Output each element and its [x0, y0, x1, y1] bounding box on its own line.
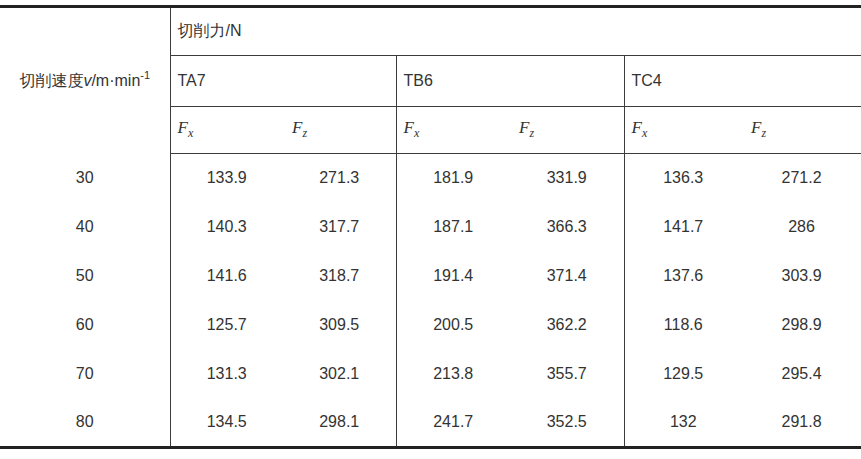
speed-cell: 40: [0, 203, 170, 252]
ta7-fx-cell: 133.9: [170, 154, 283, 203]
speed-header-prefix: 切削速度: [19, 72, 83, 89]
material-header-tc4: TC4: [624, 56, 861, 107]
table-row: 70 131.3 302.1 213.8 355.7 129.5 295.4: [0, 350, 861, 399]
tc4-fx-cell: 136.3: [624, 154, 742, 203]
table-row: 40 140.3 317.7 187.1 366.3 141.7 286: [0, 203, 861, 252]
ta7-fz-cell: 317.7: [283, 203, 396, 252]
table-row: 60 125.7 309.5 200.5 362.2 118.6 298.9: [0, 301, 861, 350]
ta7-fz-cell: 298.1: [283, 399, 396, 448]
tc4-fx-cell: 132: [624, 399, 742, 448]
table-row: 30 133.9 271.3 181.9 331.9 136.3 271.2: [0, 154, 861, 203]
tb6-fz-cell: 331.9: [510, 154, 624, 203]
tc4-fx-cell: 137.6: [624, 252, 742, 301]
tc4-fz-cell: 286: [742, 203, 861, 252]
ta7-fx-cell: 140.3: [170, 203, 283, 252]
speed-header-cell: 切削速度v/m·min-1: [0, 7, 170, 154]
ta7-fx-cell: 141.6: [170, 252, 283, 301]
ta7-fz-cell: 302.1: [283, 350, 396, 399]
tb6-fx-cell: 181.9: [396, 154, 510, 203]
speed-cell: 60: [0, 301, 170, 350]
speed-cell: 50: [0, 252, 170, 301]
cutting-force-table-container: 切削速度v/m·min-1 切削力/N TA7 TB6 TC4 Fx Fz Fx…: [0, 0, 861, 449]
fx-header-ta7: Fx: [170, 107, 283, 154]
ta7-fz-cell: 271.3: [283, 154, 396, 203]
tb6-fx-cell: 187.1: [396, 203, 510, 252]
fz-header-ta7: Fz: [283, 107, 396, 154]
fz-header-tb6: Fz: [510, 107, 624, 154]
tc4-fz-cell: 303.9: [742, 252, 861, 301]
header-row-force: 切削速度v/m·min-1 切削力/N: [0, 7, 861, 56]
tb6-fz-cell: 366.3: [510, 203, 624, 252]
ta7-fx-cell: 131.3: [170, 350, 283, 399]
tb6-fx-cell: 200.5: [396, 301, 510, 350]
fz-header-tc4: Fz: [742, 107, 861, 154]
cutting-force-table: 切削速度v/m·min-1 切削力/N TA7 TB6 TC4 Fx Fz Fx…: [0, 5, 861, 449]
tc4-fx-cell: 118.6: [624, 301, 742, 350]
speed-cell: 70: [0, 350, 170, 399]
fx-header-tb6: Fx: [396, 107, 510, 154]
ta7-fz-cell: 309.5: [283, 301, 396, 350]
tb6-fz-cell: 371.4: [510, 252, 624, 301]
speed-cell: 30: [0, 154, 170, 203]
fx-header-tc4: Fx: [624, 107, 742, 154]
material-header-ta7: TA7: [170, 56, 396, 107]
material-header-tb6: TB6: [396, 56, 624, 107]
ta7-fx-cell: 134.5: [170, 399, 283, 448]
tc4-fz-cell: 271.2: [742, 154, 861, 203]
tb6-fz-cell: 352.5: [510, 399, 624, 448]
ta7-fx-cell: 125.7: [170, 301, 283, 350]
tc4-fx-cell: 141.7: [624, 203, 742, 252]
speed-exponent: -1: [140, 69, 150, 81]
tb6-fz-cell: 355.7: [510, 350, 624, 399]
tb6-fx-cell: 241.7: [396, 399, 510, 448]
ta7-fz-cell: 318.7: [283, 252, 396, 301]
tc4-fx-cell: 129.5: [624, 350, 742, 399]
speed-unit: /m·min: [91, 72, 140, 89]
tb6-fx-cell: 213.8: [396, 350, 510, 399]
speed-cell: 80: [0, 399, 170, 448]
table-row: 80 134.5 298.1 241.7 352.5 132 291.8: [0, 399, 861, 448]
tb6-fz-cell: 362.2: [510, 301, 624, 350]
force-header-cell: 切削力/N: [170, 7, 861, 56]
tc4-fz-cell: 298.9: [742, 301, 861, 350]
tb6-fx-cell: 191.4: [396, 252, 510, 301]
table-row: 50 141.6 318.7 191.4 371.4 137.6 303.9: [0, 252, 861, 301]
tc4-fz-cell: 291.8: [742, 399, 861, 448]
tc4-fz-cell: 295.4: [742, 350, 861, 399]
